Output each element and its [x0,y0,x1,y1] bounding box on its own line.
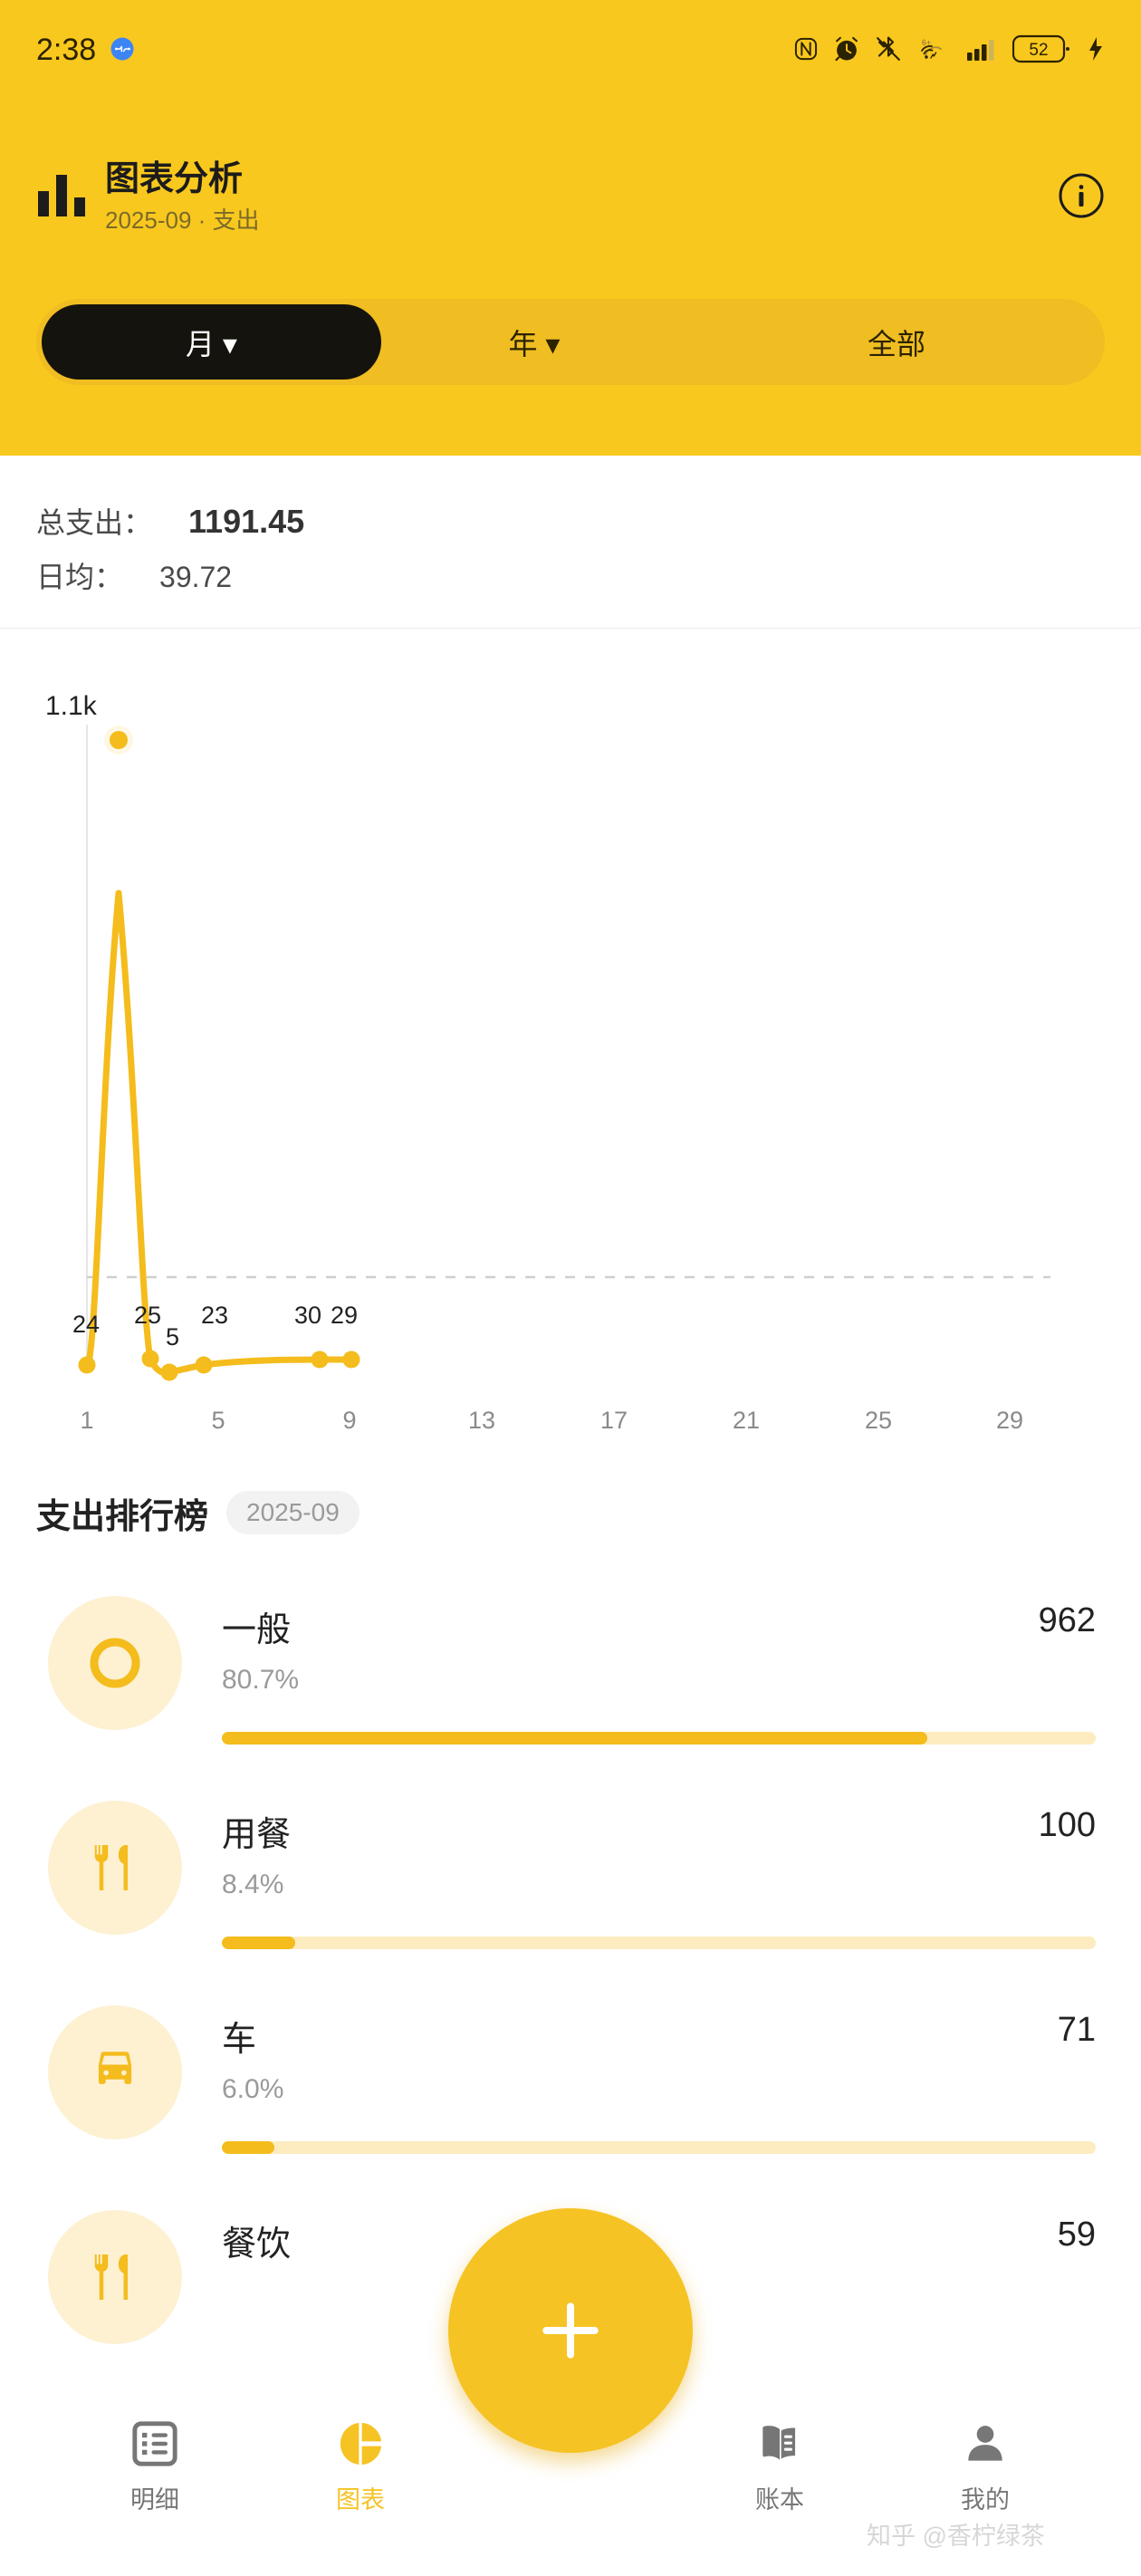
svg-text:52: 52 [1029,41,1048,60]
